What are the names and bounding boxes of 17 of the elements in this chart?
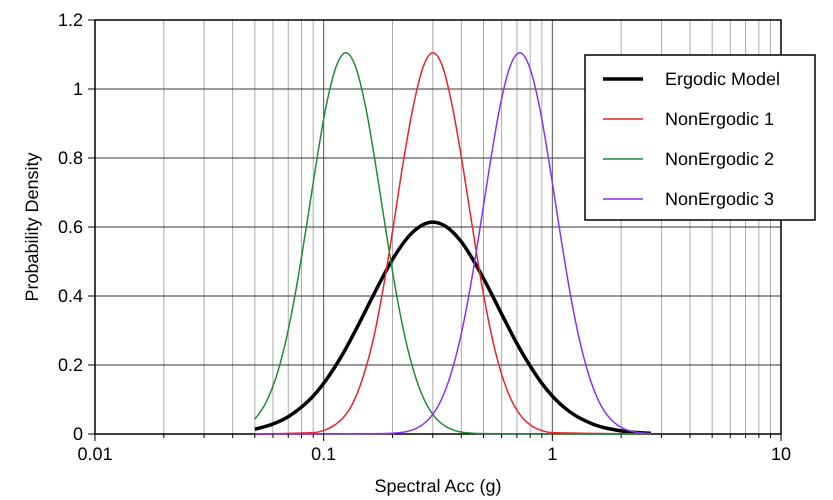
- legend-label: NonErgodic 2: [665, 149, 774, 169]
- x-axis-title: Spectral Acc (g): [374, 476, 502, 496]
- y-tick-label: 1: [72, 79, 83, 99]
- y-tick-label: 0.2: [58, 355, 83, 375]
- y-tick-label: 1.2: [58, 10, 83, 30]
- x-tick-label: 10: [770, 444, 792, 464]
- y-tick-label: 0: [72, 424, 83, 444]
- x-tick-label: 0.01: [77, 444, 113, 464]
- legend-label: NonErgodic 1: [665, 109, 774, 129]
- x-tick-label: 1: [547, 444, 558, 464]
- y-tick-label: 0.6: [58, 217, 83, 237]
- y-tick-label: 0.8: [58, 148, 83, 168]
- x-tick-label: 0.1: [311, 444, 336, 464]
- legend-label: Ergodic Model: [665, 69, 780, 89]
- legend-label: NonErgodic 3: [665, 189, 774, 209]
- y-tick-label: 0.4: [58, 286, 83, 306]
- y-axis-title: Probability Density: [22, 152, 42, 302]
